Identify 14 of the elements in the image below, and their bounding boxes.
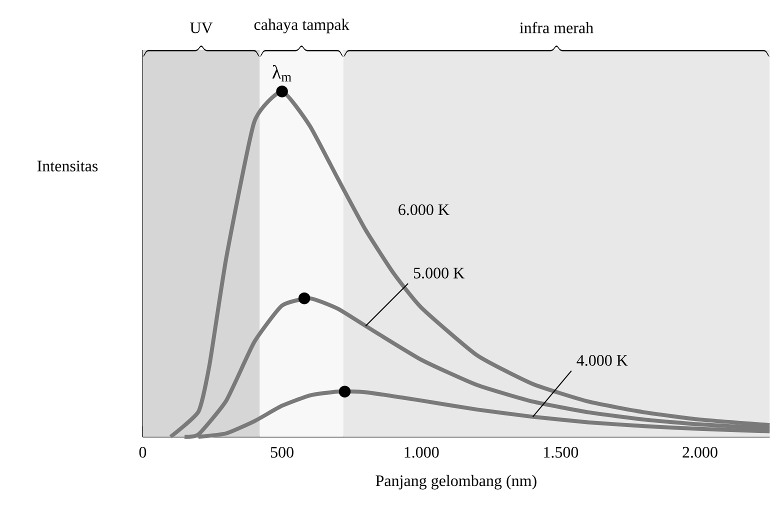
x-tick-label: 500 bbox=[270, 446, 294, 458]
x-tick-label: 1.500 bbox=[544, 446, 578, 458]
annotation: λ$_{m}$ bbox=[272, 65, 292, 82]
text: 4.000 K bbox=[576, 355, 628, 366]
band-label: UV bbox=[190, 22, 213, 34]
x-axis-title: Panjang gelombang (nm) bbox=[376, 474, 536, 490]
x-tick-label: 0 bbox=[139, 446, 146, 458]
x-tick-label: 2.000 bbox=[682, 446, 718, 458]
text: 6.000 K bbox=[398, 204, 450, 216]
y-axis-title: Intensitas bbox=[37, 160, 98, 172]
band-label: infra merah bbox=[520, 22, 594, 34]
text: 5.000 K bbox=[414, 268, 464, 279]
band-label: cahaya tampak bbox=[254, 18, 350, 34]
x-tick-label: 1.000 bbox=[404, 446, 439, 458]
